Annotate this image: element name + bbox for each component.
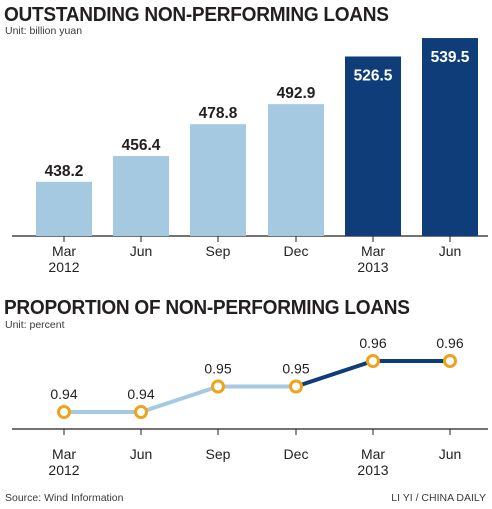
- bar-2: [190, 124, 246, 236]
- x-tick-label-4-1: 2013: [357, 462, 388, 478]
- bar-value-label-1: 456.4: [122, 137, 161, 154]
- x-tick-label-2-0: Sep: [206, 446, 231, 462]
- bar-value-label-4: 526.5: [354, 67, 393, 84]
- x-tick-label-4-1: 2013: [357, 259, 388, 275]
- x-tick-label-0-0: Mar: [52, 243, 76, 259]
- bar-3: [268, 104, 324, 236]
- line-marker-2: [211, 379, 225, 394]
- x-tick-label-2-0: Sep: [206, 243, 231, 259]
- line-marker-5: [443, 354, 457, 368]
- bar-5: [422, 38, 478, 236]
- line-marker-4: [366, 354, 380, 368]
- line-value-label-5: 0.96: [436, 335, 463, 351]
- x-tick-label-5-0: Jun: [439, 243, 462, 259]
- line-chart: 0.94Mar20120.94Jun0.95Sep0.95Dec0.96Mar2…: [12, 335, 488, 478]
- line-segment-3: [294, 359, 375, 389]
- bar-chart-unit: Unit: billion yuan: [5, 25, 83, 37]
- x-tick-label-0-1: 2012: [48, 462, 79, 478]
- line-value-label-2: 0.95: [204, 361, 231, 377]
- credit-note: LI YI / CHINA DAILY: [391, 492, 486, 504]
- bar-value-label-5: 539.5: [431, 49, 470, 66]
- line-marker-0: [57, 405, 71, 419]
- x-tick-label-0-1: 2012: [48, 259, 79, 275]
- line-marker-1: [134, 405, 148, 419]
- x-tick-label-4-0: Mar: [361, 243, 385, 259]
- bar-value-label-0: 438.2: [45, 163, 84, 180]
- bar-chart: 438.2Mar2012456.4Jun478.8Sep492.9Dec526.…: [12, 38, 488, 275]
- bar-1: [113, 155, 169, 236]
- x-tick-label-0-0: Mar: [52, 446, 76, 462]
- source-note: Source: Wind Information: [5, 492, 124, 504]
- x-tick-label-3-0: Dec: [284, 446, 309, 462]
- bar-value-label-3: 492.9: [277, 85, 316, 102]
- line-chart-unit: Unit: percent: [5, 319, 65, 331]
- x-tick-label-5-0: Jun: [439, 446, 462, 462]
- x-tick-label-1-0: Jun: [130, 446, 153, 462]
- line-value-label-0: 0.94: [50, 386, 77, 402]
- line-value-label-4: 0.96: [359, 335, 386, 351]
- line-value-label-3: 0.95: [282, 361, 309, 377]
- line-segment-1: [139, 384, 220, 414]
- x-tick-label-1-0: Jun: [130, 243, 153, 259]
- bar-chart-title: OUTSTANDING NON-PERFORMING LOANS: [4, 3, 389, 26]
- bar-4: [345, 56, 401, 236]
- bar-0: [36, 181, 92, 236]
- line-value-label-1: 0.94: [127, 386, 154, 402]
- x-tick-label-3-0: Dec: [284, 243, 309, 259]
- bar-value-label-2: 478.8: [199, 105, 238, 122]
- line-marker-3: [289, 379, 303, 394]
- x-tick-label-4-0: Mar: [361, 446, 385, 462]
- line-chart-title: PROPORTION OF NON-PERFORMING LOANS: [4, 296, 410, 319]
